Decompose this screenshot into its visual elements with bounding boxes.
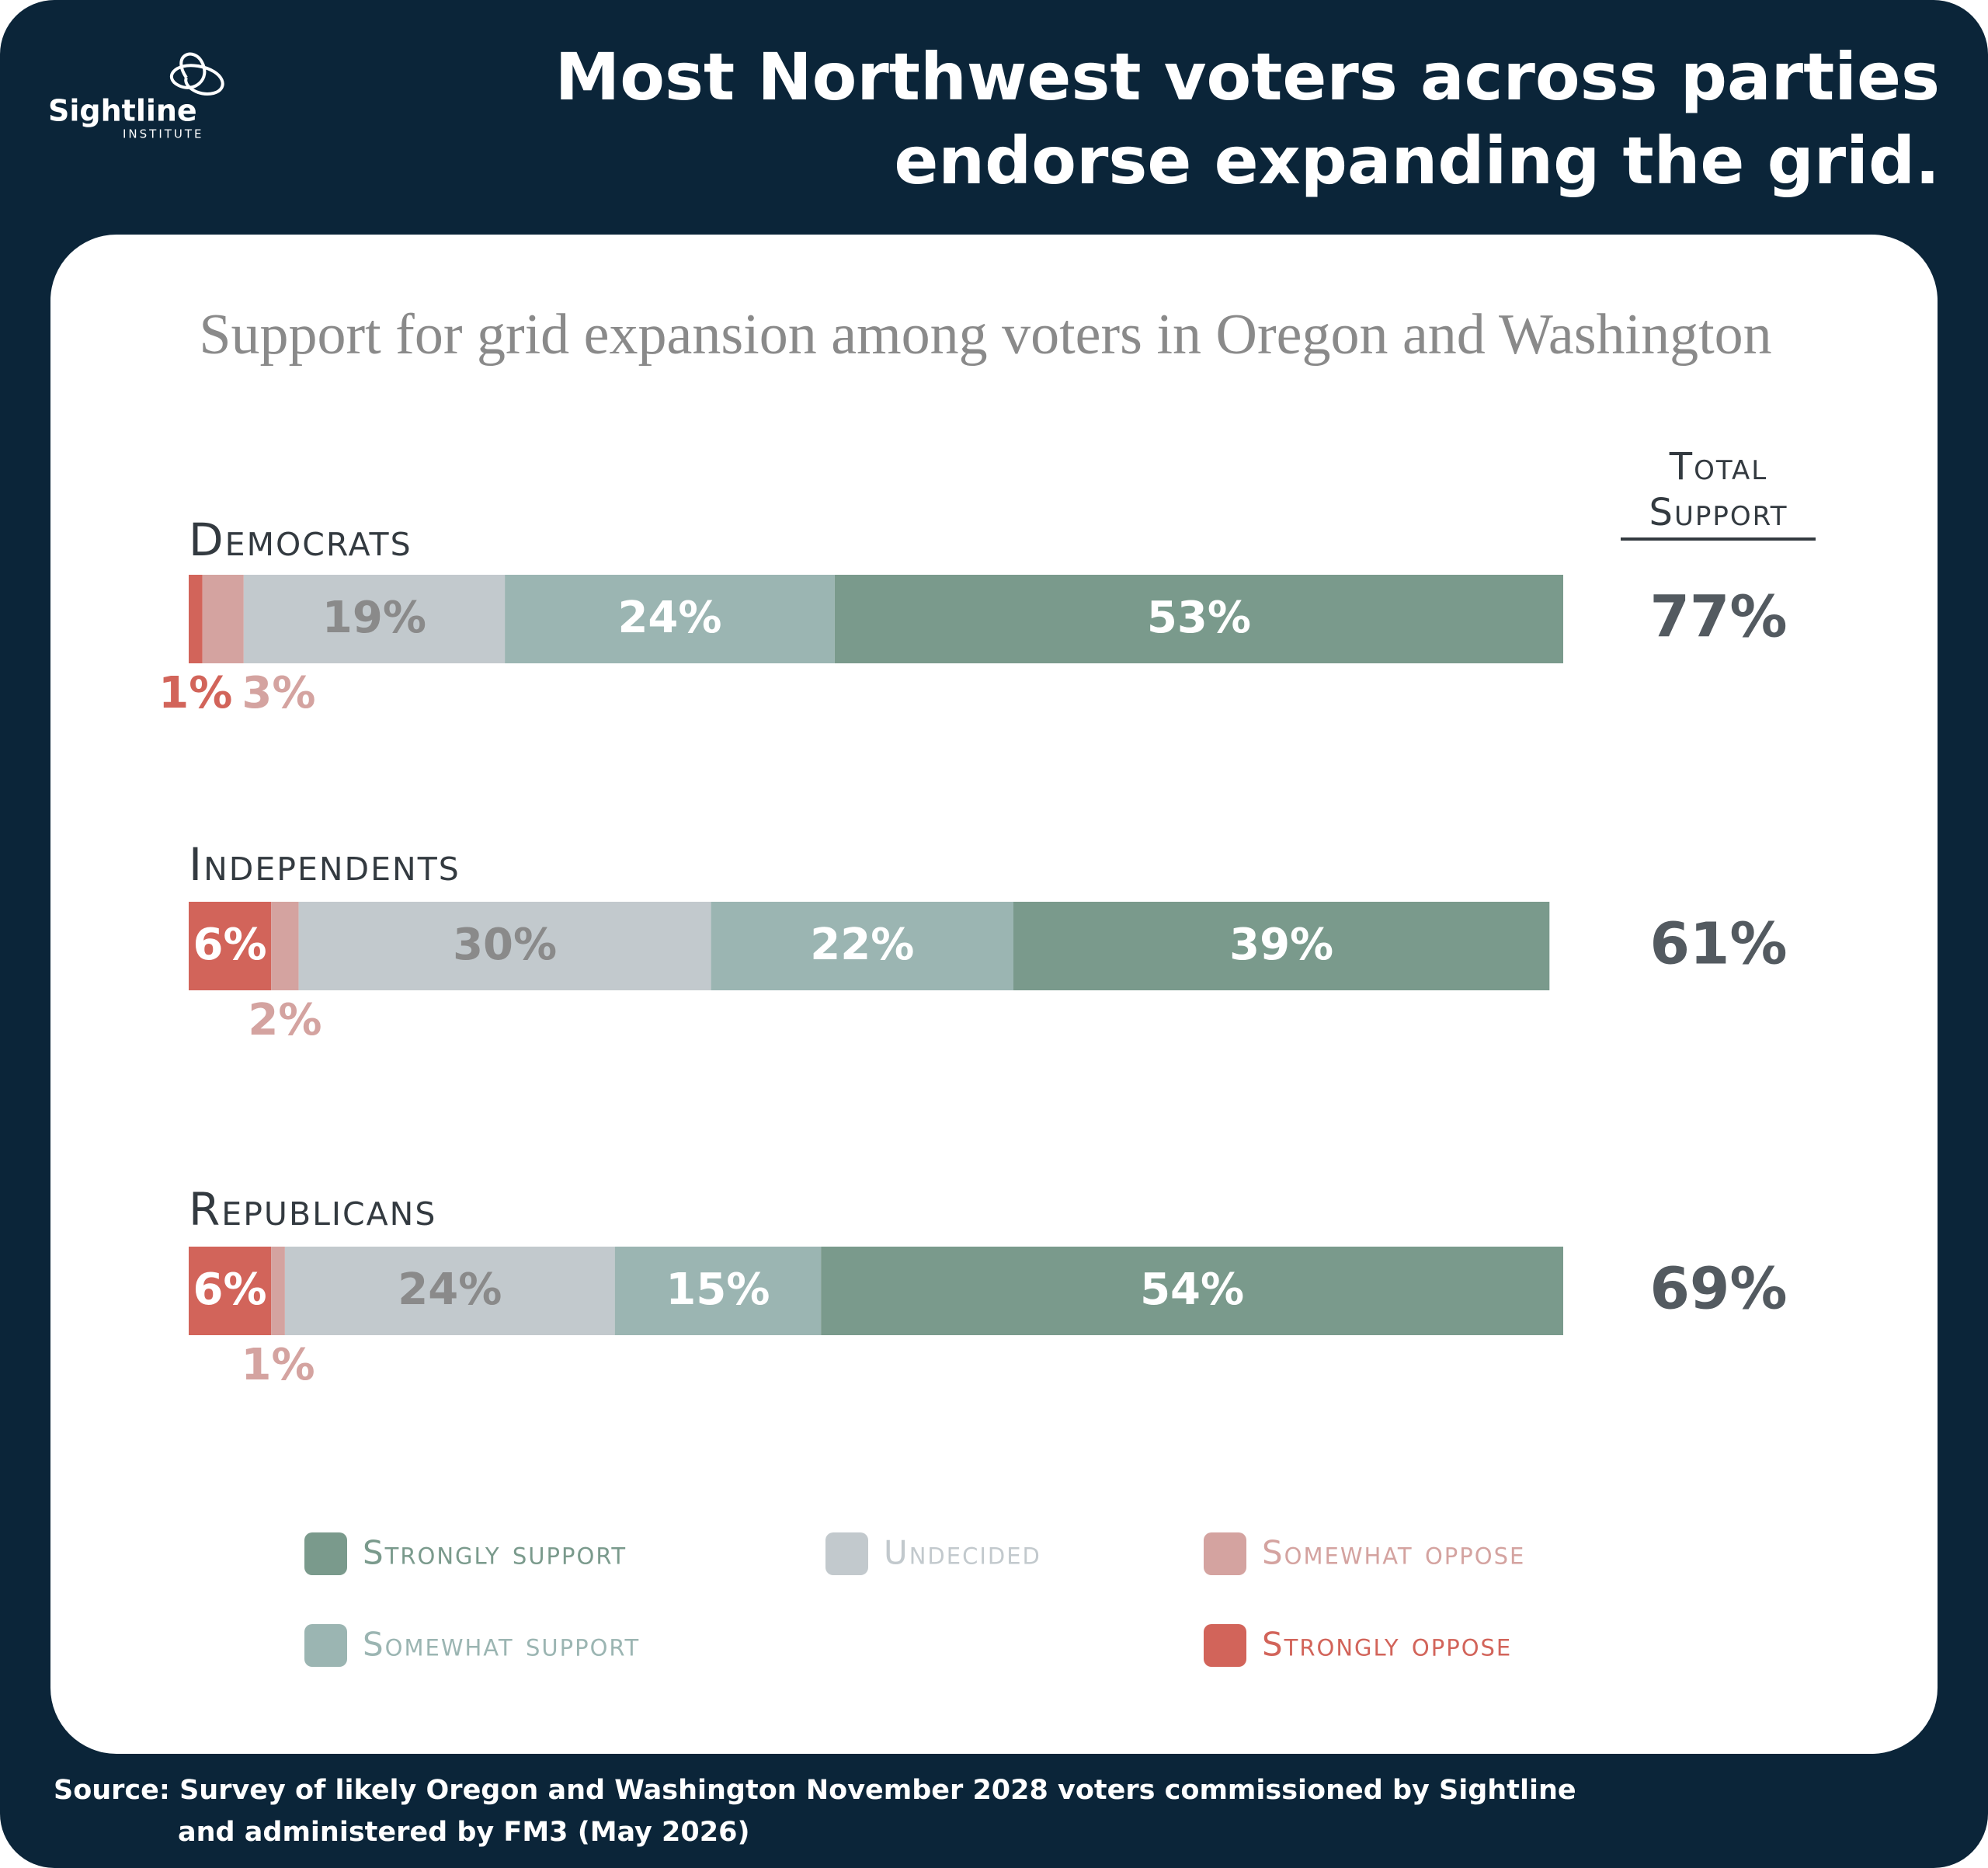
bar-segment bbox=[614, 1247, 822, 1335]
bar-segment bbox=[189, 575, 203, 663]
legend-swatch bbox=[1204, 1624, 1246, 1667]
chart-title: endorse expanding the grid. bbox=[894, 123, 1940, 199]
data-label: 6% bbox=[193, 920, 267, 970]
panel bbox=[50, 235, 1938, 1754]
data-label: 24% bbox=[398, 1264, 502, 1315]
source: and administered by FM3 (May 2026) bbox=[178, 1817, 749, 1848]
data-label: 53% bbox=[1147, 593, 1251, 643]
bar-segment bbox=[271, 902, 299, 990]
total-header: Support bbox=[1649, 491, 1788, 534]
legend-label: Somewhat support bbox=[363, 1626, 640, 1664]
total-label: 77% bbox=[1649, 584, 1787, 651]
logo-sub: INSTITUTE bbox=[123, 127, 204, 141]
category-label: Democrats bbox=[189, 513, 412, 566]
data-label: 24% bbox=[617, 593, 721, 643]
legend-label: Strongly support bbox=[363, 1534, 627, 1572]
total-label: 69% bbox=[1649, 1256, 1787, 1323]
bar-segment bbox=[202, 575, 244, 663]
bar-segment bbox=[243, 575, 506, 663]
legend-label: Strongly oppose bbox=[1262, 1626, 1512, 1664]
data-label: 1% bbox=[242, 1340, 315, 1390]
logo-name: Sightline bbox=[48, 94, 197, 128]
bar-segment bbox=[189, 902, 272, 990]
chart-title: Most Northwest voters across parties bbox=[555, 39, 1940, 115]
data-label: 3% bbox=[242, 668, 315, 718]
legend-swatch bbox=[304, 1624, 347, 1667]
total-header: Total bbox=[1669, 445, 1767, 489]
category-label: Independents bbox=[189, 838, 461, 891]
category-label: Republicans bbox=[189, 1183, 436, 1236]
bar-segment bbox=[821, 1247, 1563, 1335]
total-label: 61% bbox=[1649, 911, 1787, 978]
data-label: 15% bbox=[666, 1264, 770, 1315]
bar-segment bbox=[298, 902, 711, 990]
legend-label: Somewhat oppose bbox=[1262, 1534, 1525, 1572]
logo-icon bbox=[169, 52, 224, 96]
data-label: 6% bbox=[193, 1264, 267, 1315]
bar-segment bbox=[711, 902, 1013, 990]
bar-segment bbox=[271, 1247, 285, 1335]
bar-segment bbox=[284, 1247, 615, 1335]
data-label: 1% bbox=[158, 668, 232, 718]
bar-segment bbox=[189, 1247, 272, 1335]
data-label: 54% bbox=[1140, 1264, 1244, 1315]
data-label: 2% bbox=[248, 995, 321, 1045]
legend-swatch bbox=[825, 1532, 868, 1575]
data-label: 30% bbox=[453, 920, 557, 970]
bar-segment bbox=[1013, 902, 1550, 990]
data-label: 22% bbox=[810, 920, 914, 970]
logo: Sightline INSTITUTE bbox=[48, 52, 224, 141]
legend-swatch bbox=[304, 1532, 347, 1575]
legend-label: Undecided bbox=[884, 1534, 1041, 1572]
chart-subtitle: Support for grid expansion among voters … bbox=[199, 303, 1771, 367]
data-label: 19% bbox=[322, 593, 426, 643]
bar-segment bbox=[834, 575, 1563, 663]
legend-swatch bbox=[1204, 1532, 1246, 1575]
bar-segment bbox=[505, 575, 835, 663]
data-label: 39% bbox=[1229, 920, 1333, 970]
source: Source: Survey of likely Oregon and Wash… bbox=[54, 1775, 1576, 1806]
